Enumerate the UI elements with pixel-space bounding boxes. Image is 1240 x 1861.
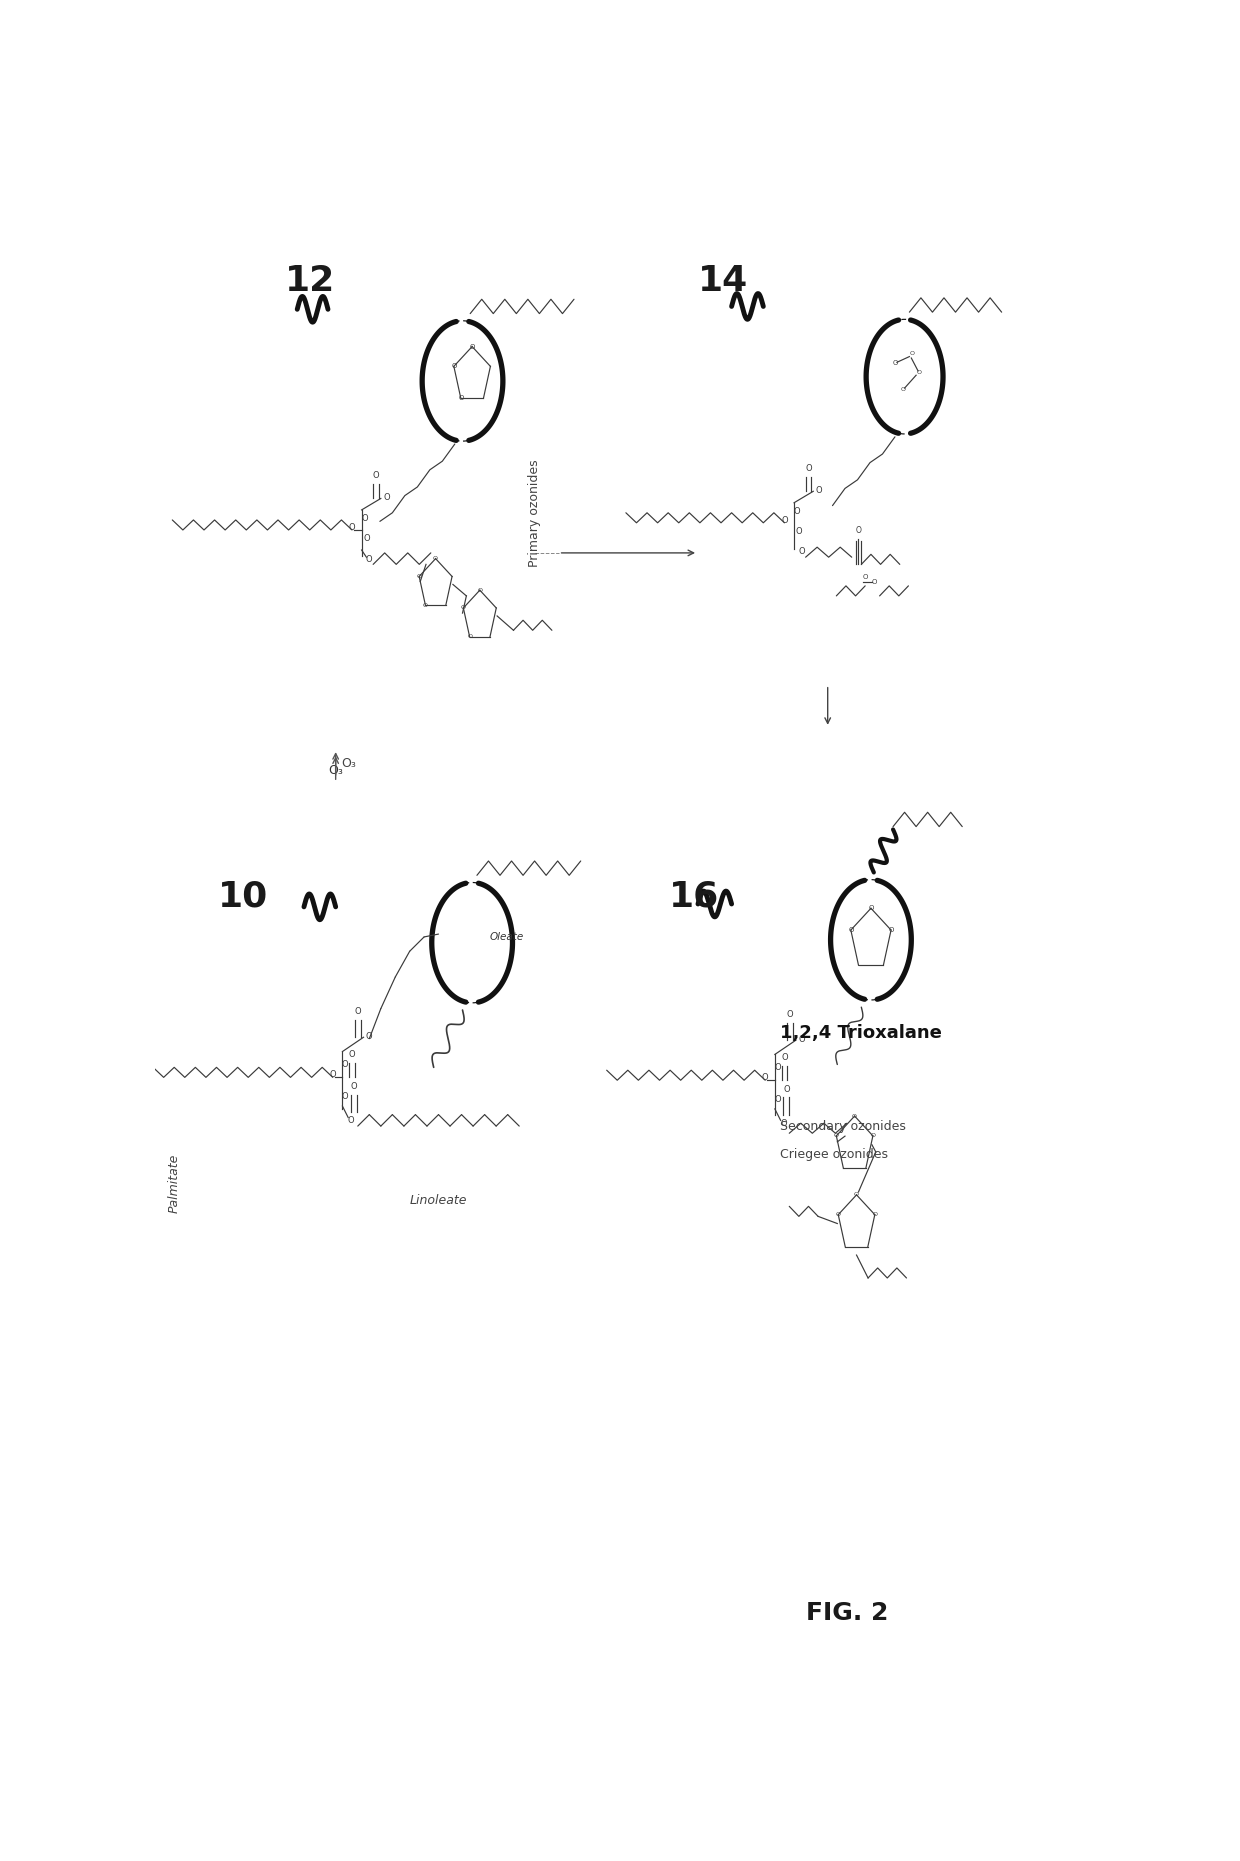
Text: O: O xyxy=(872,579,878,586)
Text: O: O xyxy=(467,635,472,640)
Text: O: O xyxy=(780,1118,787,1128)
Text: O: O xyxy=(805,463,812,473)
Text: O: O xyxy=(816,486,822,495)
Text: O₃: O₃ xyxy=(329,765,343,778)
Text: Criegee ozonides: Criegee ozonides xyxy=(780,1148,888,1161)
Text: O: O xyxy=(836,1212,841,1217)
Text: O: O xyxy=(781,515,787,525)
Text: O: O xyxy=(868,904,874,912)
Text: 10: 10 xyxy=(217,880,268,914)
Text: O: O xyxy=(470,344,475,350)
Text: 1,2,4 Trioxalane: 1,2,4 Trioxalane xyxy=(780,1024,941,1042)
Text: O: O xyxy=(342,1061,348,1070)
Text: 16: 16 xyxy=(670,880,719,914)
Text: O: O xyxy=(348,523,356,532)
Text: O: O xyxy=(799,1035,805,1044)
Text: O: O xyxy=(477,588,482,592)
Text: O: O xyxy=(383,493,389,502)
Text: O: O xyxy=(852,1113,857,1118)
Text: O: O xyxy=(848,927,853,932)
Text: O: O xyxy=(363,534,370,543)
Text: O: O xyxy=(900,387,905,393)
Text: O: O xyxy=(910,352,915,355)
Text: O: O xyxy=(423,603,428,609)
Text: O: O xyxy=(451,363,456,368)
Text: O: O xyxy=(775,1094,781,1104)
Text: O: O xyxy=(916,370,921,374)
Text: O: O xyxy=(347,1117,355,1126)
Text: O: O xyxy=(342,1092,348,1102)
Text: Primary ozonides: Primary ozonides xyxy=(528,460,541,568)
Text: 14: 14 xyxy=(698,264,748,298)
Text: O: O xyxy=(863,573,868,579)
Text: O: O xyxy=(833,1133,838,1139)
Text: O: O xyxy=(854,1193,859,1197)
Text: Secondary ozonides: Secondary ozonides xyxy=(780,1120,905,1133)
Text: O: O xyxy=(794,508,800,515)
Text: 12: 12 xyxy=(285,264,335,298)
Text: O: O xyxy=(361,514,368,523)
Text: O: O xyxy=(872,1212,878,1217)
Text: O: O xyxy=(373,471,379,480)
Text: O: O xyxy=(796,527,802,536)
Text: O: O xyxy=(461,605,466,610)
Text: Palmitate: Palmitate xyxy=(167,1154,181,1213)
Text: O: O xyxy=(458,395,464,402)
Text: O: O xyxy=(355,1007,361,1016)
Text: O: O xyxy=(351,1081,357,1091)
Text: O: O xyxy=(775,1063,781,1072)
Text: Oleate: Oleate xyxy=(490,932,523,942)
Text: O: O xyxy=(348,1050,356,1059)
Text: O: O xyxy=(417,573,422,579)
Text: O: O xyxy=(366,1031,372,1040)
Text: O: O xyxy=(888,927,894,932)
Text: O: O xyxy=(330,1070,336,1079)
Text: O: O xyxy=(366,555,372,564)
Text: O₃: O₃ xyxy=(341,757,356,770)
Text: O: O xyxy=(799,547,805,556)
Text: O: O xyxy=(784,1085,790,1094)
Text: O: O xyxy=(433,556,438,562)
Text: FIG. 2: FIG. 2 xyxy=(806,1600,888,1625)
Text: O: O xyxy=(761,1074,769,1083)
Text: O: O xyxy=(781,1053,787,1063)
Text: O: O xyxy=(787,1011,794,1020)
Text: O: O xyxy=(893,361,898,367)
Text: O: O xyxy=(856,527,862,534)
Text: Linoleate: Linoleate xyxy=(409,1195,467,1208)
Text: O: O xyxy=(870,1133,875,1139)
